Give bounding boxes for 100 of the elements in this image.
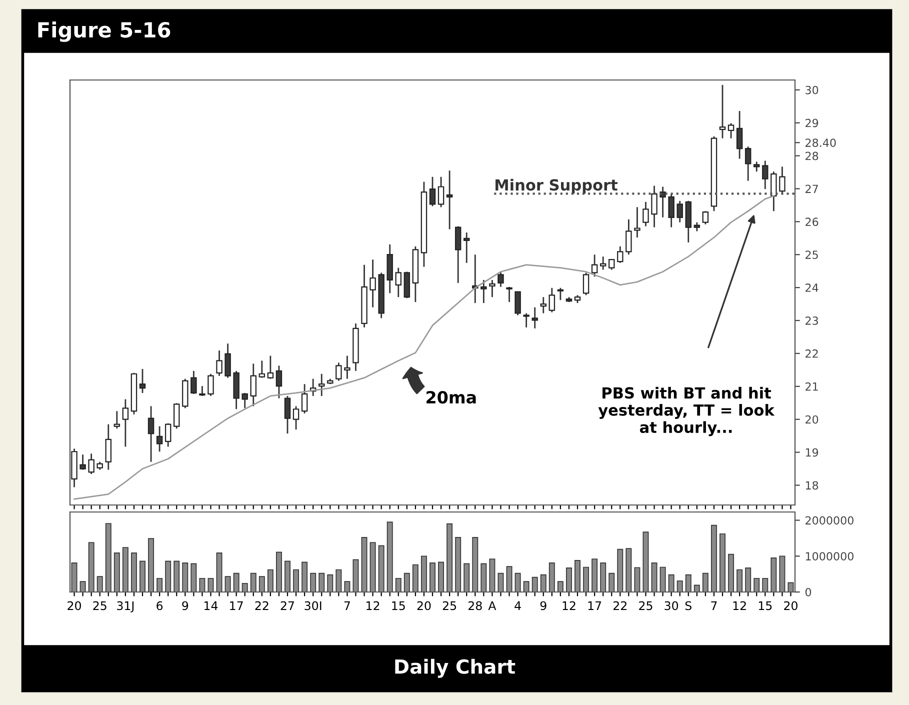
bar: [293, 569, 300, 592]
candlestick: [292, 405, 300, 430]
candlestick: [668, 193, 674, 228]
bar: [506, 566, 512, 592]
bar: [302, 562, 308, 592]
candlestick: [532, 306, 538, 330]
candlestick: [174, 402, 180, 430]
x-tick-label: 25: [639, 601, 652, 610]
annotation: PBS with BT and hit yesterday, TT = look at hourly...: [598, 386, 775, 436]
candlestick: [770, 170, 777, 212]
bar: [378, 545, 384, 592]
candlestick: [557, 287, 564, 301]
x-tick-label: 22: [255, 601, 268, 610]
candlestick: [540, 296, 546, 314]
candlestick: [148, 405, 154, 463]
candlestick: [114, 410, 120, 430]
candlestick: [258, 360, 266, 379]
x-tick-label: 12: [562, 601, 576, 610]
candlestick: [676, 200, 683, 224]
bar: [344, 581, 350, 592]
bar: [736, 569, 743, 592]
bar: [489, 558, 496, 592]
y-tick-label: 24: [806, 284, 818, 292]
bar: [446, 523, 453, 592]
bar: [250, 572, 256, 592]
y-tick-label: 30: [806, 86, 818, 94]
candlestick: [395, 267, 402, 298]
bar: [455, 537, 462, 592]
y-tick-label: 19: [806, 448, 818, 457]
annotation: 20ma: [426, 390, 476, 404]
bar: [762, 578, 768, 592]
x-tick-label: 30: [664, 601, 678, 610]
candlestick: [506, 286, 512, 303]
bar: [242, 582, 248, 592]
candlestick: [438, 176, 444, 208]
candlestick: [267, 355, 274, 380]
candlestick: [344, 355, 350, 380]
bar: [617, 548, 624, 592]
candlestick: [489, 279, 496, 298]
x-tick-label: 31J: [117, 601, 134, 612]
y-tick-label: 28: [806, 152, 818, 160]
candlestick: [498, 271, 504, 288]
x-tick-label: 7: [344, 601, 350, 610]
bar: [668, 574, 674, 592]
bar: [420, 556, 427, 592]
candlestick: [216, 350, 222, 377]
bar: [728, 554, 734, 592]
bar: [352, 559, 359, 592]
y-tick-label: 27: [806, 184, 818, 193]
bar: [514, 572, 521, 592]
candlestick: [336, 362, 342, 382]
bar: [642, 532, 649, 592]
candlestick: [617, 246, 624, 264]
candlestick: [464, 232, 470, 264]
bar: [676, 580, 683, 592]
candlestick: [164, 422, 172, 448]
candlestick: [600, 256, 606, 270]
candlestick: [754, 161, 760, 172]
bar: [438, 562, 444, 592]
text: Daily Chart: [395, 658, 516, 678]
x-tick-label: 20: [417, 601, 431, 610]
candlestick: [242, 392, 248, 409]
bar: [754, 578, 760, 592]
x-tick-label: 7: [711, 601, 717, 610]
bar: [88, 542, 94, 592]
bar: [130, 552, 137, 592]
bar: [464, 563, 470, 592]
bar: [224, 576, 231, 592]
bar: [71, 562, 78, 592]
candlestick: [728, 122, 734, 140]
candlestick: [626, 218, 632, 256]
bar: [267, 569, 274, 592]
bar: [583, 566, 590, 592]
bar: [600, 562, 606, 592]
bar: [557, 581, 564, 592]
y-tick-label: 23: [806, 316, 818, 325]
bar: [258, 576, 265, 592]
candlestick: [514, 291, 521, 316]
bar: [96, 576, 103, 592]
x-tick-label: 17: [588, 601, 602, 610]
x-tick-label: 12: [366, 601, 380, 610]
candlestick: [582, 272, 590, 296]
candlestick: [702, 210, 709, 225]
candlestick: [608, 258, 615, 270]
candlestick: [446, 170, 453, 230]
bar: [745, 568, 752, 592]
bar: [770, 558, 777, 592]
x-tick-label: 9: [182, 601, 188, 610]
x-tick-label: 15: [758, 601, 772, 610]
bar: [140, 560, 146, 592]
bar: [284, 560, 290, 592]
x-tick-label: 22: [614, 601, 626, 610]
bar: [190, 563, 197, 592]
candlestick: [105, 424, 112, 470]
candlestick: [523, 312, 530, 328]
candlestick: [190, 370, 197, 395]
x-tick-label: 28: [468, 601, 482, 610]
x-tick-label: 15: [392, 601, 405, 610]
candlestick: [122, 398, 129, 448]
y-tick-label: 21: [806, 382, 818, 391]
